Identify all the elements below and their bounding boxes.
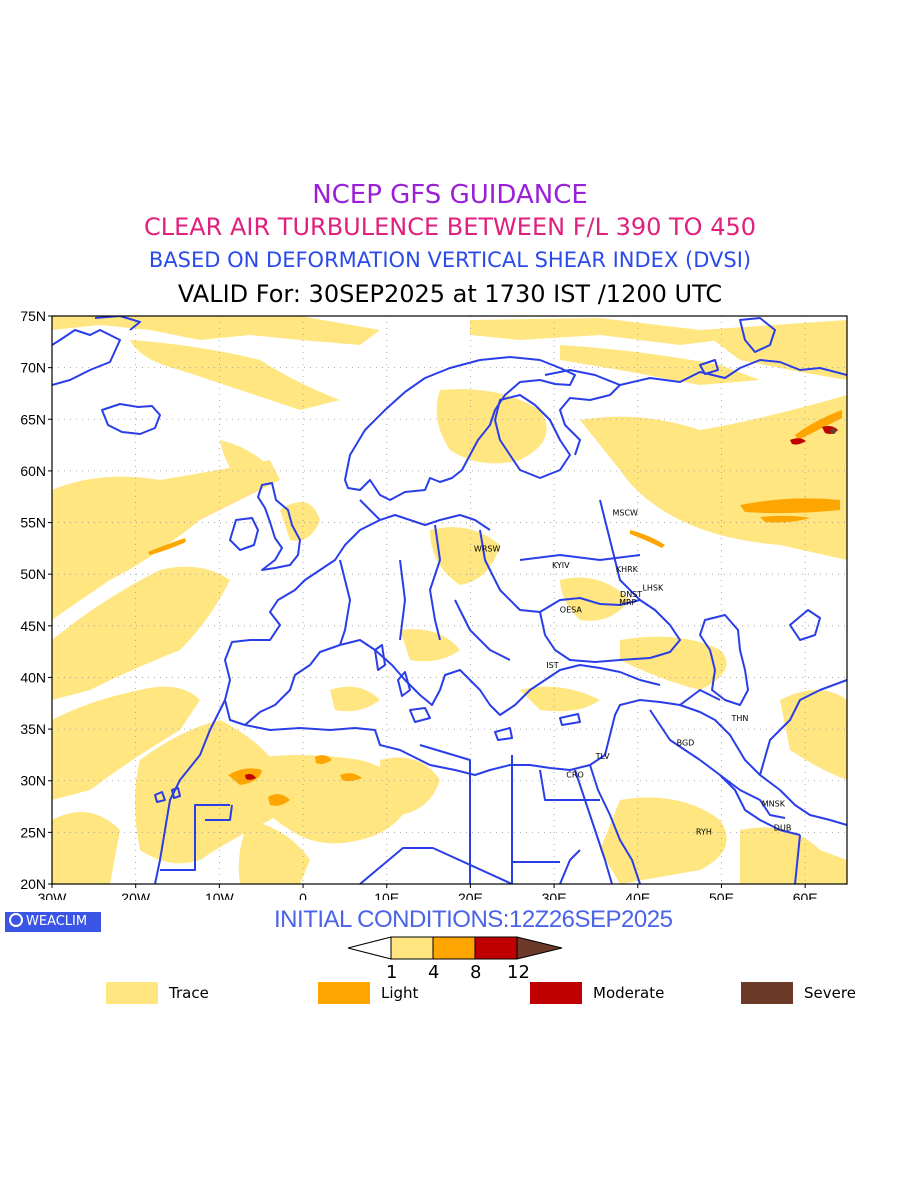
station-label: TLV [595, 752, 610, 761]
colorbar-label: 12 [507, 962, 530, 983]
coastlines [52, 316, 847, 884]
x-tick-label: 10E [374, 890, 399, 900]
y-tick-label: 25N [20, 824, 46, 840]
y-axis-labels: 75N 70N 65N 60N 55N 50N 45N 40N 35N 30N 25N 20N [20, 308, 46, 892]
legend-swatch [530, 982, 582, 1004]
y-tick-label: 60N [20, 463, 46, 479]
x-tick-label: 20E [458, 890, 483, 900]
light-areas [148, 410, 842, 806]
legend-swatch [318, 982, 370, 1004]
colorbar-label: 4 [428, 962, 440, 983]
legend-label: Moderate [593, 984, 665, 1002]
colorbar-label: 8 [470, 962, 482, 983]
colorbar-light [432, 936, 476, 960]
chart-method: BASED ON DEFORMATION VERTICAL SHEAR INDE… [148, 248, 752, 272]
chart-title: NCEP GFS GUIDANCE [312, 180, 588, 210]
x-tick-label: 40E [625, 890, 650, 900]
tick-marks [48, 315, 806, 888]
initial-conditions: INITIAL CONDITIONS:12Z26SEP2025 [274, 906, 673, 933]
x-tick-label: 30W [38, 890, 68, 900]
chart-subtitle: CLEAR AIR TURBULENCE BETWEEN F/L 390 TO … [143, 213, 757, 241]
station-label: DNST [620, 590, 642, 599]
y-tick-label: 45N [20, 618, 46, 634]
moderate-severe-spots [245, 426, 838, 780]
y-tick-label: 75N [20, 308, 46, 324]
y-tick-label: 50N [20, 566, 46, 582]
y-tick-label: 30N [20, 773, 46, 789]
colorbar-trace [390, 936, 434, 960]
x-tick-label: 30E [542, 890, 567, 900]
station-label: MRP [619, 598, 636, 607]
x-tick-label: 60E [793, 890, 818, 900]
station-label: CRO [566, 771, 583, 780]
station-label: LHSK [642, 584, 664, 593]
weaclim-logo: WEACLIM [5, 912, 101, 932]
x-tick-label: 10W [205, 890, 235, 900]
colorbar-moderate [474, 936, 518, 960]
station-label: IST [546, 661, 558, 670]
valid-time: VALID For: 30SEP2025 at 1730 IST /1200 U… [177, 280, 723, 308]
station-label: BGD [677, 739, 695, 748]
colorbar-label: 1 [386, 962, 398, 983]
y-tick-label: 55N [20, 515, 46, 531]
y-tick-label: 20N [20, 876, 46, 892]
legend-label: Severe [804, 984, 856, 1002]
station-label: RYH [696, 827, 712, 836]
trace-areas [52, 316, 847, 884]
turbulence-map: 75N 70N 65N 60N 55N 50N 45N 40N 35N 30N 25N 20N 30W… [20, 308, 848, 900]
station-label: OESA [560, 605, 583, 614]
legend-swatch [106, 982, 158, 1004]
x-tick-label: 50E [709, 890, 734, 900]
legend-label: Trace [169, 984, 209, 1002]
graticule [52, 316, 847, 884]
plot-frame [51, 315, 848, 885]
legend-label: Light [381, 984, 419, 1002]
x-tick-label: 0 [299, 890, 307, 900]
station-label: THN [730, 714, 748, 723]
legend-swatch [741, 982, 793, 1004]
y-tick-label: 70N [20, 360, 46, 376]
y-tick-label: 65N [20, 411, 46, 427]
colorbar-low-arrow [347, 936, 392, 960]
colorbar-severe-arrow [516, 936, 563, 960]
x-tick-label: 20W [121, 890, 151, 900]
station-label: KYIV [552, 561, 570, 570]
logo-icon [9, 913, 23, 927]
station-label: KHRK [616, 565, 639, 574]
turbulence-field [52, 316, 847, 884]
y-tick-label: 35N [20, 721, 46, 737]
x-axis-labels: 30W 20W 10W 0 10E 20E 30E 40E 50E 60E [38, 890, 818, 900]
station-label: MSCW [612, 508, 638, 517]
station-label: MNSK [762, 800, 786, 809]
station-label: DUB [774, 823, 792, 832]
y-tick-label: 40N [20, 669, 46, 685]
station-label: WRSW [474, 544, 501, 553]
